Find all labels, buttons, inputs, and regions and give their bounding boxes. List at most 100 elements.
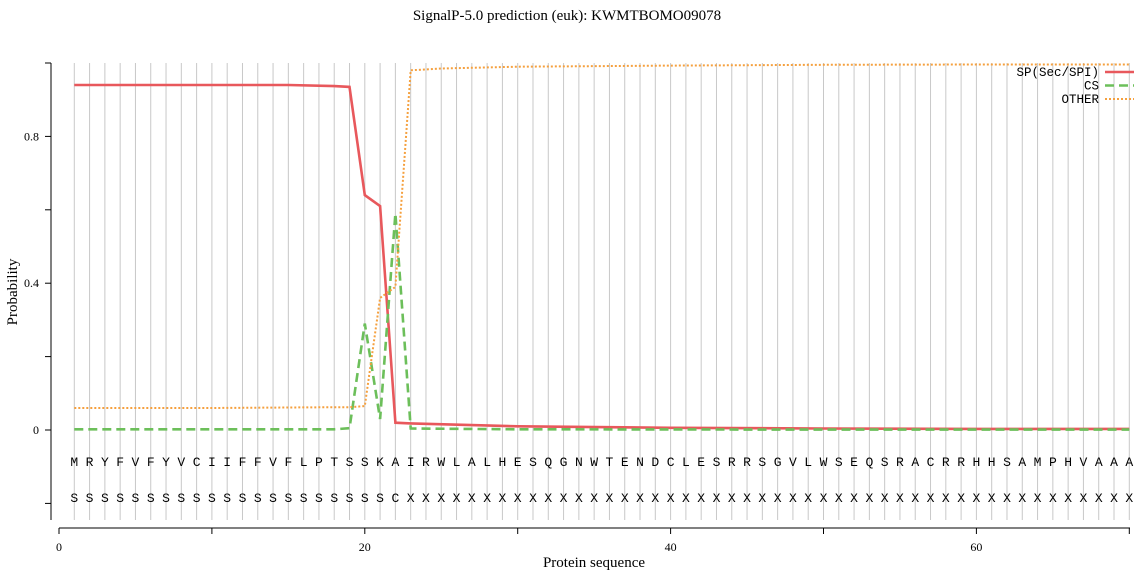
x-axis-label: Protein sequence [543,555,645,571]
residue-label: S [177,491,185,506]
residue-label: X [636,491,644,506]
residue-label: X [758,491,766,506]
residue-label: S [223,491,231,506]
residue-label: X [820,491,828,506]
sequence-residue: A [468,455,476,470]
sequence-residue: C [667,455,675,470]
residue-label: X [483,491,491,506]
residue-label: S [101,491,109,506]
sequence-residue: V [789,455,797,470]
sequence-residue: W [590,455,598,470]
sequence-residue: S [1003,455,1011,470]
x-tick-label: 40 [665,540,677,554]
sequence-residue: L [453,455,461,470]
sequence-residue: C [927,455,935,470]
residue-label: S [254,491,262,506]
residue-label: S [269,491,277,506]
sequence-residue: E [850,455,858,470]
legend-label: CS [1084,80,1099,94]
sequence-residue: F [239,455,247,470]
residue-label: S [70,491,78,506]
sequence-residue: N [575,455,583,470]
sequence-residue: Q [865,455,873,470]
residue-label: X [468,491,476,506]
sequence-residue: Y [162,455,170,470]
sequence-residue: R [896,455,904,470]
y-tick-label: 0.8 [24,129,39,143]
residue-label: X [453,491,461,506]
x-tick-label: 60 [970,540,982,554]
sequence-residue: E [514,455,522,470]
series-line-sp-sec-spi [74,83,1130,431]
sequence-residue: V [177,455,185,470]
sequence-residue: R [957,455,965,470]
residue-label: X [1110,491,1118,506]
residue-label: X [667,491,675,506]
residue-label: X [1034,491,1042,506]
grid-lines [73,63,1130,520]
residue-label: C [391,491,399,506]
legend-label: OTHER [1061,93,1099,107]
sequence-residue: V [1080,455,1088,470]
sequence-residue: F [254,455,262,470]
residue-label: X [713,491,721,506]
sequence-residue: P [1049,455,1057,470]
residue-label: X [544,491,552,506]
sequence-residue: S [758,455,766,470]
residue-label: S [147,491,155,506]
sequence-residue: S [835,455,843,470]
residue-label: X [560,491,568,506]
residue-label: X [835,491,843,506]
residue-label: X [575,491,583,506]
residue-label: S [346,491,354,506]
sequence-residue: I [208,455,216,470]
residue-label: X [1018,491,1026,506]
sequence-residue: N [636,455,644,470]
sequence-residue: H [499,455,507,470]
series-line-cs [74,213,1130,431]
sequence-residue: V [132,455,140,470]
sequence-residue: W [437,455,445,470]
sequence-residue: G [560,455,568,470]
y-axis: 0 0.4 0.8 [24,62,52,520]
x-tick-label: 0 [56,540,62,554]
residue-label: X [972,491,980,506]
sequence-residue: M [70,455,78,470]
sequence-residue: A [391,455,399,470]
residue-label: X [942,491,950,506]
sequence-residue: L [804,455,812,470]
residue-label: X [499,491,507,506]
residue-label: S [116,491,124,506]
sequence-residue: R [728,455,736,470]
residue-label: S [361,491,369,506]
sequence-residue: G [774,455,782,470]
residue-label: S [132,491,140,506]
residue-label: X [957,491,965,506]
residue-label: S [315,491,323,506]
residue-label: X [728,491,736,506]
sequence-residue: T [606,455,614,470]
residue-label: S [208,491,216,506]
residue-label: X [911,491,919,506]
residue-label: S [284,491,292,506]
sequence-residue: S [346,455,354,470]
series-line-other [74,63,1130,409]
x-tick-label: 20 [359,540,371,554]
sequence-residue: I [223,455,231,470]
sequence-residue: C [193,455,201,470]
sequence-residue: A [1095,455,1103,470]
residue-label: X [881,491,889,506]
legend-label: SP(Sec/SPI) [1016,66,1099,80]
sequence-residue: R [422,455,430,470]
residue-label: S [300,491,308,506]
residue-label: X [1064,491,1072,506]
residue-label: S [162,491,170,506]
residue-label: X [621,491,629,506]
y-axis-label: Probability [5,258,21,325]
sequence-residue: R [942,455,950,470]
residue-label: S [376,491,384,506]
